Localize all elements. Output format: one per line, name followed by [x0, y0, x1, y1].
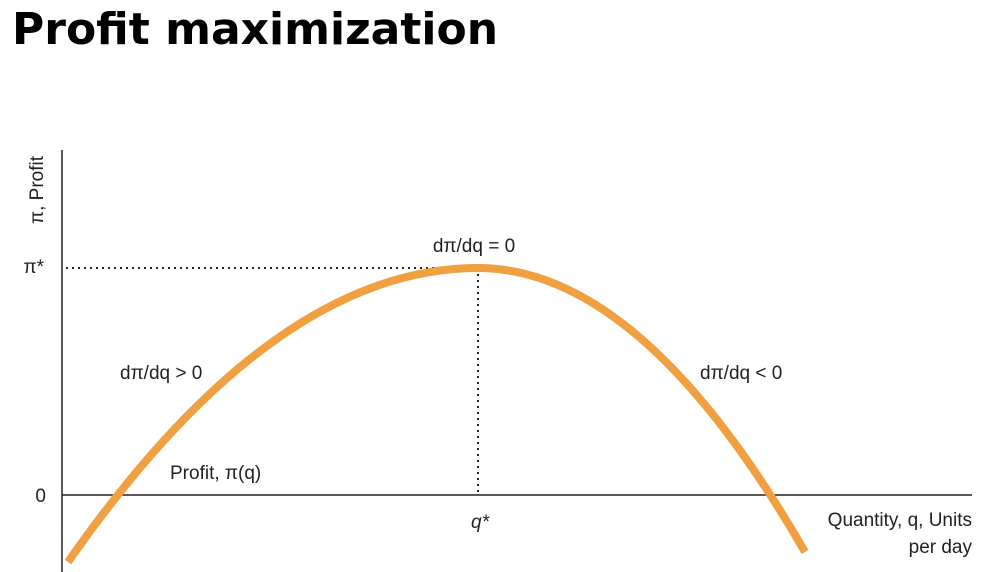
profit-curve — [64, 263, 809, 565]
slope-label: dπ/dq > 0 — [120, 363, 202, 384]
y-mark: π* — [23, 257, 44, 278]
x-axis-label: Quantity, q, Units — [828, 510, 972, 531]
slope-label: dπ/dq < 0 — [700, 363, 782, 384]
x-mark: q* — [471, 512, 490, 533]
curve-label: Profit, π(q) — [170, 463, 261, 484]
x-axis-label: per day — [909, 537, 973, 558]
title: Profit maximization — [12, 4, 499, 55]
y-mark: 0 — [35, 486, 46, 507]
peak-label: dπ/dq = 0 — [433, 236, 515, 257]
y-axis-label: π, Profit — [27, 155, 48, 224]
